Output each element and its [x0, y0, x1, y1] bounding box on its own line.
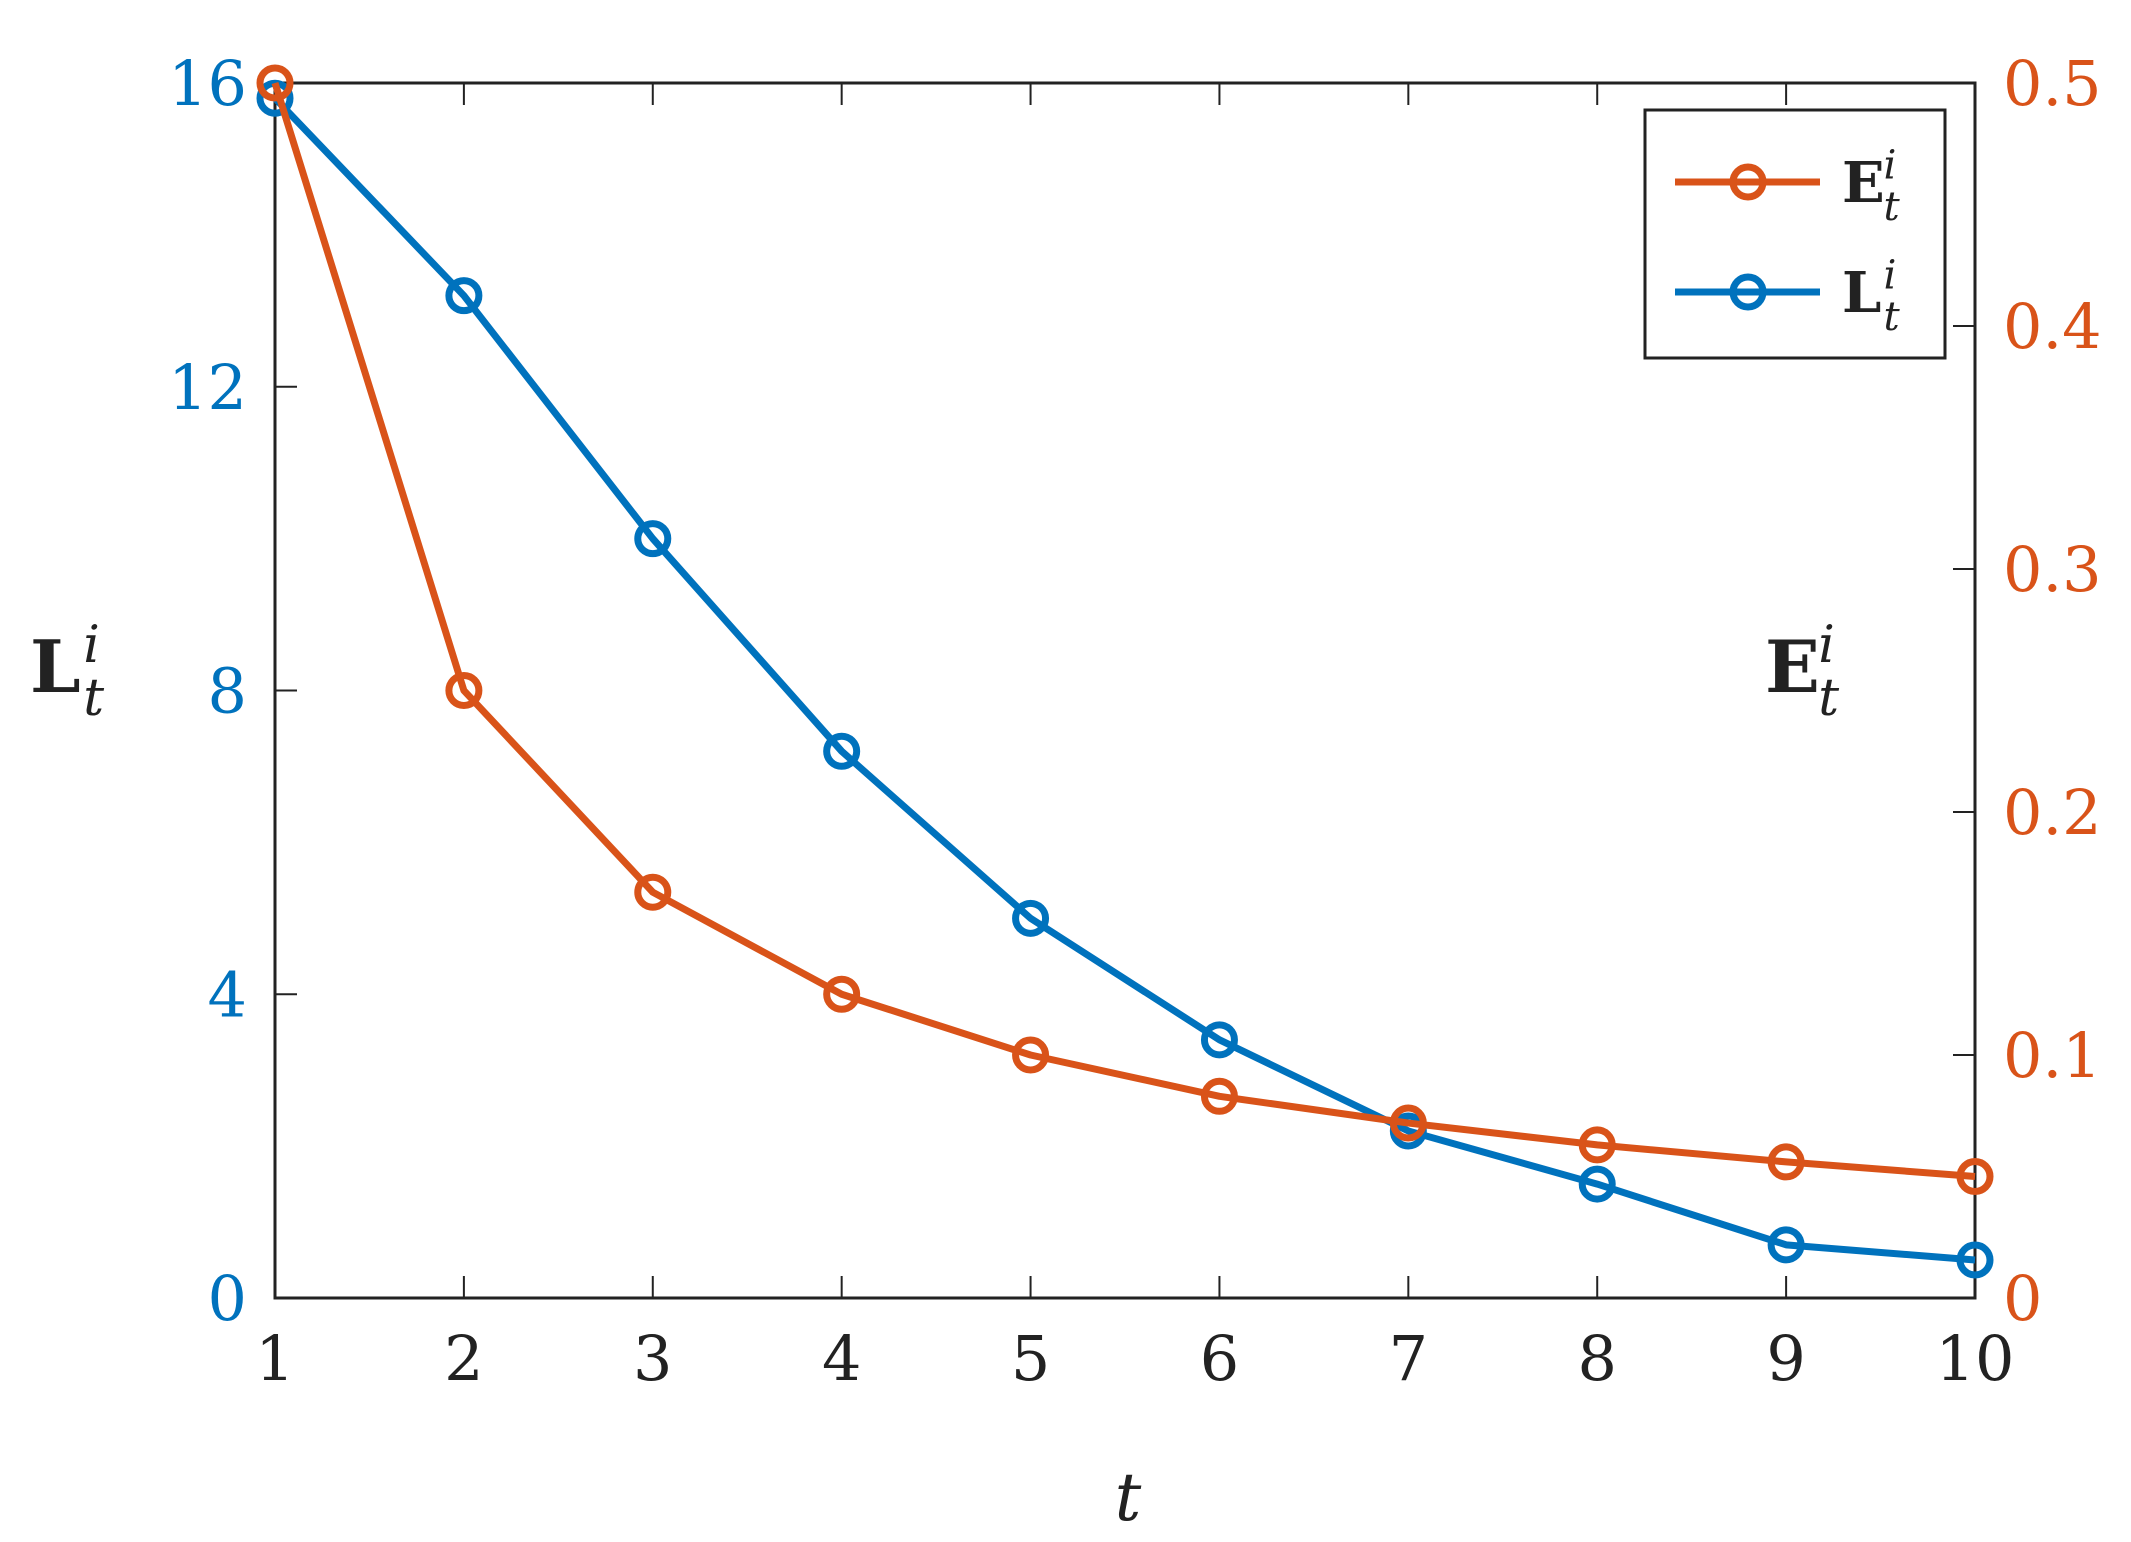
data-point-L [1012, 899, 1050, 937]
right-tick-label: 0.3 [2003, 533, 2102, 606]
x-axis-title: t [1115, 1459, 1142, 1536]
data-point-L [1578, 1165, 1616, 1203]
right-tick-label: 0.5 [2003, 47, 2102, 120]
data-point-L [634, 520, 672, 558]
x-tick-label: 10 [1936, 1322, 2015, 1395]
x-tick-label: 5 [1011, 1322, 1050, 1395]
legend-marker [1729, 163, 1767, 201]
legend-marker [1729, 273, 1767, 311]
right-axis-title-sub: t [1818, 668, 1839, 728]
data-point-E [1956, 1158, 1994, 1195]
right-tick-label: 0.1 [2003, 1019, 2102, 1092]
x-tick-label: 6 [1200, 1322, 1239, 1395]
left-axis-title-base: L [30, 624, 81, 709]
legend-label-L-base: L [1842, 260, 1881, 326]
data-point-E [1200, 1077, 1238, 1115]
legend-label-L-sub: t [1883, 293, 1900, 340]
x-tick-label: 7 [1389, 1322, 1428, 1395]
data-point-E [823, 975, 861, 1013]
data-point-E [1389, 1104, 1427, 1142]
series-line-L [272, 95, 1976, 1264]
data-point-E [634, 873, 672, 911]
x-tick-label: 9 [1766, 1322, 1805, 1395]
x-tick-label: 4 [822, 1322, 861, 1395]
left-tick-label: 16 [168, 47, 247, 120]
data-point-E [1578, 1126, 1616, 1164]
right-tick-label: 0.2 [2003, 776, 2102, 849]
legend-label-E-sub: t [1883, 183, 1900, 230]
left-tick-label: 4 [208, 958, 247, 1031]
left-tick-label: 12 [168, 351, 247, 424]
x-tick-label: 2 [444, 1322, 483, 1395]
left-tick-label: 0 [208, 1262, 247, 1335]
legend-label-E: Eit [1842, 141, 1900, 229]
left-axis-title-sub: t [83, 668, 104, 728]
legend-label-E-base: E [1842, 150, 1885, 216]
right-tick-label: 0 [2003, 1262, 2042, 1335]
right-axis-title: Eit [1765, 615, 1839, 728]
data-point-E [445, 672, 483, 709]
data-point-E [1767, 1143, 1805, 1181]
left-tick-label: 8 [208, 655, 247, 728]
data-point-E [256, 64, 294, 102]
data-point-L [823, 732, 861, 770]
legend-box [1643, 108, 1947, 360]
legend-label-L-sup: i [1883, 251, 1896, 298]
x-tick-label: 8 [1577, 1322, 1616, 1395]
x-tick-label: 3 [633, 1322, 672, 1395]
series-line-E [271, 81, 1976, 1180]
legend-label-E-sup: i [1883, 141, 1896, 188]
series-layer [256, 64, 1994, 1279]
axes-layer [273, 81, 1977, 1300]
right-tick-label: 0.4 [2003, 290, 2102, 363]
data-point-E [1012, 1036, 1050, 1074]
data-point-L [1767, 1226, 1805, 1264]
left-axis-title-sup: i [83, 615, 100, 675]
data-point-L [1956, 1241, 1994, 1279]
x-tick-label: 1 [255, 1322, 294, 1395]
data-point-L [1200, 1021, 1238, 1059]
right-axis-title-sup: i [1818, 615, 1835, 675]
data-point-L [445, 277, 483, 315]
right-axis-title-base: E [1765, 624, 1820, 709]
